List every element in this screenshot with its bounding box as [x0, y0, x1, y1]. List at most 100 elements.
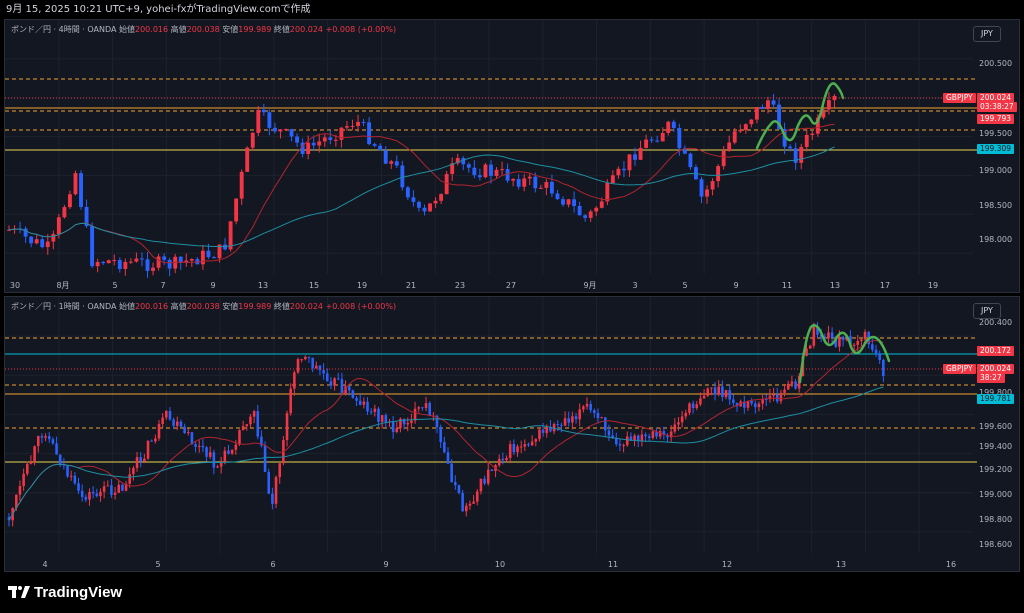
candle-body [483, 164, 488, 178]
candle-body [541, 429, 545, 433]
ma-slow-line [8, 146, 835, 248]
candle-body [340, 379, 344, 394]
candle-body [874, 349, 878, 354]
currency-button[interactable]: JPY [973, 26, 1001, 42]
candle-body [73, 475, 77, 484]
candle-body [311, 357, 314, 369]
candle-body [732, 131, 737, 143]
candle-body [455, 158, 460, 164]
candle-body [856, 341, 860, 345]
candle-body [317, 141, 322, 146]
candle-body [7, 517, 11, 521]
candle-body [194, 444, 197, 447]
candle-body [95, 262, 100, 267]
candle-body [245, 424, 249, 427]
candle-body [882, 359, 885, 376]
legend-open-label: 始値 [119, 25, 135, 34]
legend-open: 200.016 [135, 25, 169, 34]
candle-body [706, 388, 710, 396]
candle-body [217, 244, 222, 259]
candle-body [673, 424, 677, 432]
candle-body [369, 411, 373, 413]
time-axis-label: 16 [946, 560, 956, 569]
candle-body [702, 395, 706, 399]
price-axis-label: 198.000 [979, 235, 1012, 244]
candle-body [530, 441, 534, 446]
price-axis-label: 199.000 [979, 166, 1012, 175]
candle-body [713, 387, 717, 395]
candle-body [721, 150, 726, 167]
candle-body [724, 390, 728, 398]
candle-body [489, 164, 493, 176]
candle-body [29, 461, 33, 464]
candle-body [355, 397, 358, 401]
candle-body [466, 164, 471, 168]
candle-body [230, 449, 234, 454]
chart-panel-1h[interactable]: 200.400 199.800 199.600 199.400 199.200 199.0… [4, 296, 1020, 572]
candle-body [238, 430, 241, 445]
candle-body [483, 478, 486, 484]
candle-body [304, 356, 307, 360]
wave-annotation [798, 324, 891, 384]
candle-body [212, 257, 216, 259]
currency-button[interactable]: JPY [973, 303, 1001, 319]
candle-body [15, 494, 18, 509]
candle-body [36, 436, 40, 447]
candle-body [272, 127, 277, 132]
legend-change: +0.008 (+0.00%) [325, 25, 397, 34]
candle-body [560, 424, 563, 426]
chart-canvas-4h[interactable]: 200.500 199.500 199.000 198.500 198.000 30 8月 5… [5, 20, 1019, 292]
level-tag-cyan: 199.309 [977, 144, 1015, 154]
candle-body [263, 445, 267, 472]
time-axis-label: 19 [357, 281, 367, 290]
candle-body [710, 181, 715, 190]
candle-body [234, 444, 238, 450]
candle-body [444, 174, 449, 195]
candle-body [505, 169, 510, 181]
candle-body [389, 161, 394, 164]
candle-body [682, 148, 687, 154]
brand-name: TradingView [34, 584, 123, 601]
candle-body [132, 467, 135, 475]
candle-body [627, 154, 632, 171]
candle-body [475, 491, 479, 502]
candle-body [135, 457, 139, 468]
candle-body [511, 179, 516, 181]
symbol-tag: GBPJPY [943, 364, 976, 374]
candle-body [51, 439, 55, 444]
candle-body [522, 178, 527, 187]
chart-panel-4h[interactable]: 200.500 199.500 199.000 198.500 198.000 30 8月 5… [4, 19, 1020, 293]
candle-body [77, 483, 80, 491]
candle-body [184, 260, 189, 263]
candle-body [457, 485, 461, 493]
time-axis-label: 30 [10, 281, 20, 290]
candle-body [583, 215, 588, 218]
candle-body [743, 124, 748, 131]
candle-body [552, 424, 556, 432]
candle-body [190, 432, 194, 445]
footer: TradingView [0, 572, 1024, 613]
tradingview-logo[interactable]: TradingView [8, 584, 122, 601]
candle-body [345, 126, 349, 128]
candle-body [400, 165, 405, 188]
candle-body [771, 100, 776, 105]
legend-close-label: 終値 [273, 302, 290, 311]
candle-body [358, 400, 362, 405]
candle-body [318, 365, 322, 371]
candle-body [178, 256, 183, 263]
candle-body [176, 421, 179, 426]
candle-body [405, 187, 410, 198]
candle-body [22, 473, 25, 486]
legend-open-label: 始値 [119, 302, 135, 311]
candle-body [544, 182, 549, 188]
candle-body [347, 386, 351, 391]
chart-canvas-1h[interactable]: 200.400 199.800 199.600 199.400 199.200 199.0… [5, 297, 1019, 571]
candle-body [428, 203, 432, 212]
candle-body [721, 386, 724, 398]
candle-body [117, 484, 121, 493]
candle-body [519, 446, 523, 448]
countdown-tag: 03:38:27 [977, 102, 1017, 112]
candle-body [649, 139, 654, 141]
candle-body [688, 403, 691, 413]
candle-body [55, 443, 58, 455]
